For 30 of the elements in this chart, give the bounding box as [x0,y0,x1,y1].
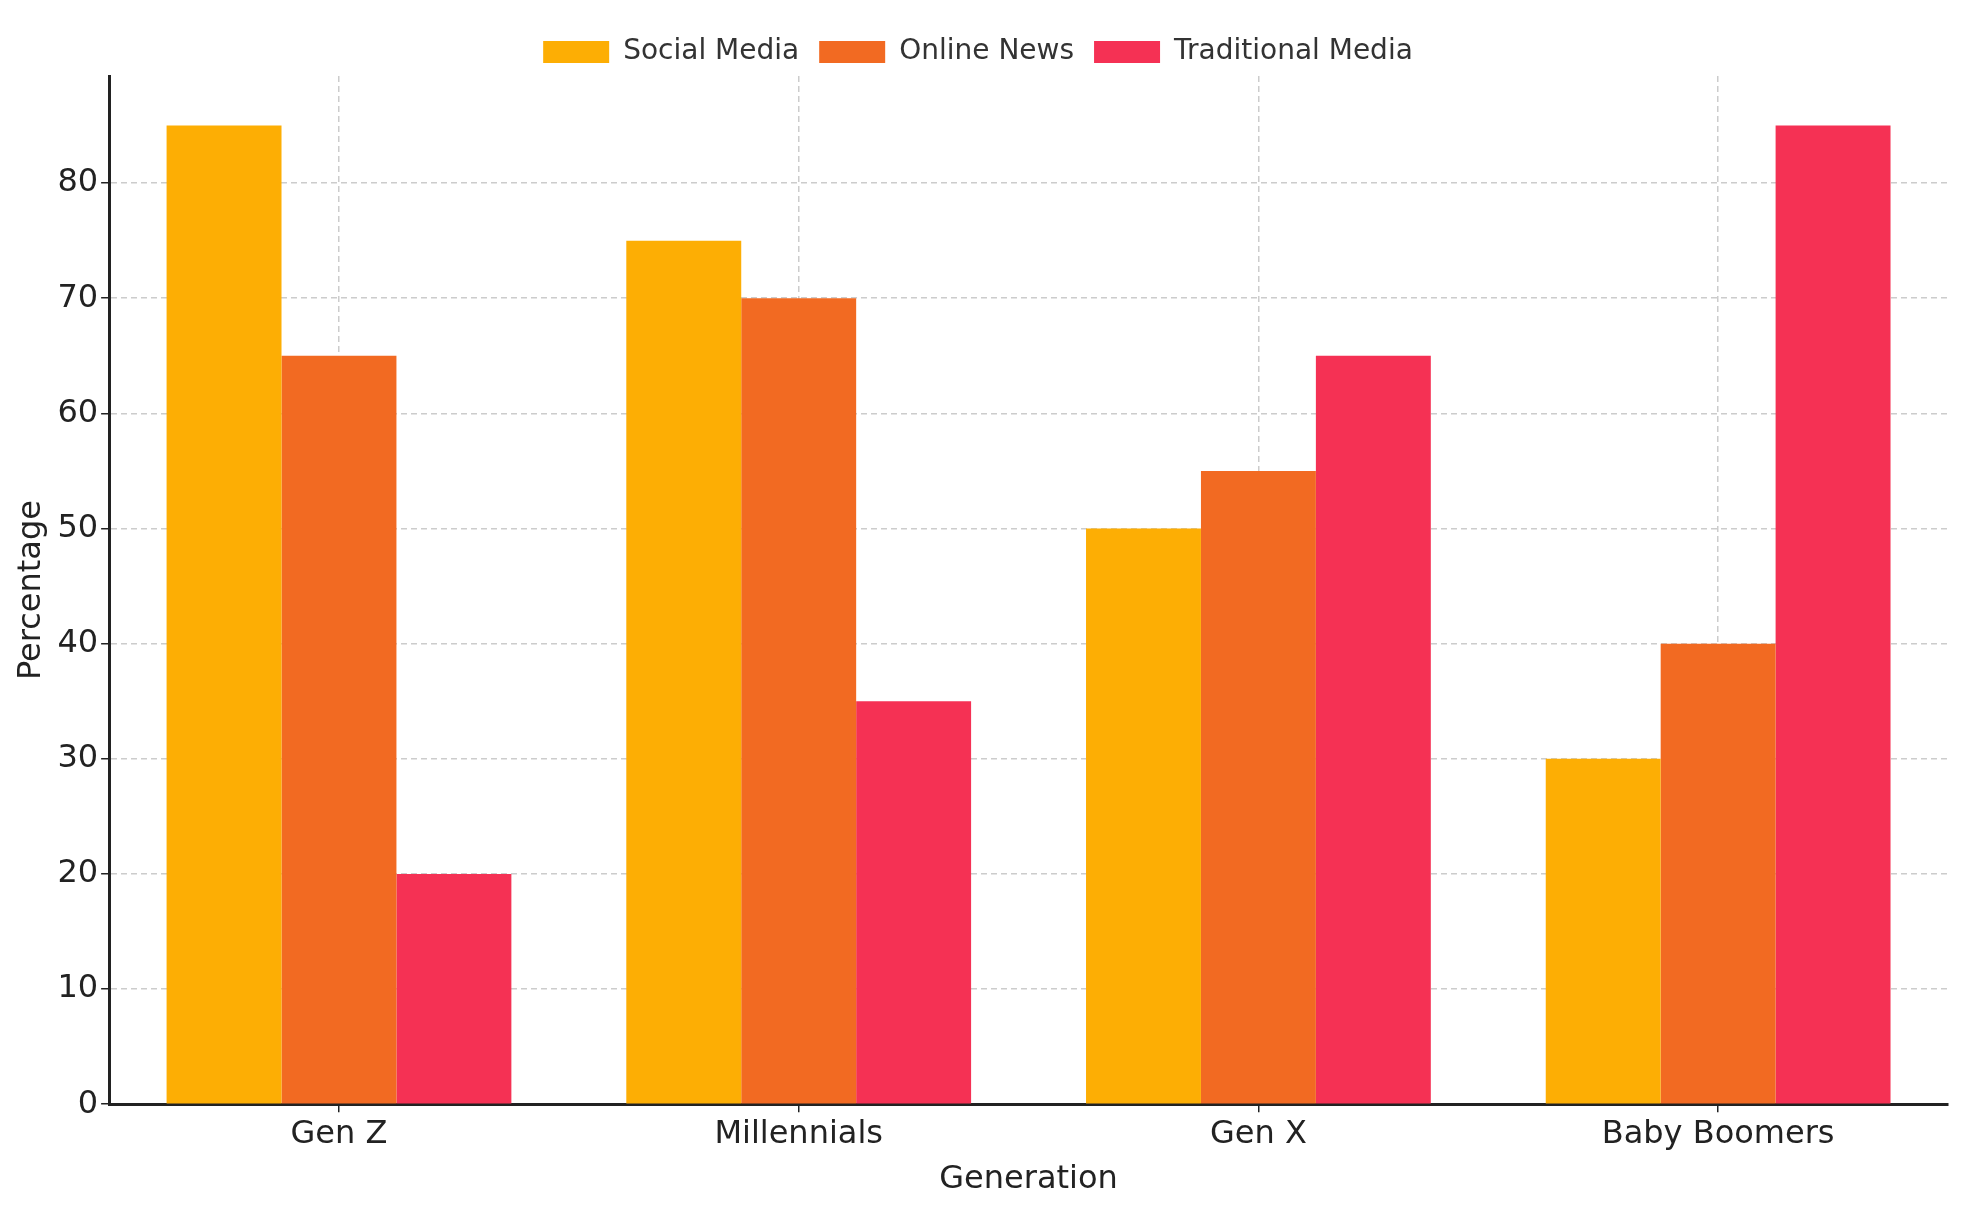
x-tick-label: Gen Z [290,1112,388,1151]
y-tick-label: 10 [57,967,99,1006]
y-tick-label: 50 [57,506,99,545]
bar [1775,125,1891,1104]
y-tick-label: 0 [77,1082,99,1121]
bar [1200,470,1316,1104]
y-tick-label: 40 [57,621,99,660]
bar [166,125,282,1104]
bar [856,701,972,1104]
x-tick-label: Baby Boomers [1601,1112,1835,1151]
bar [1660,643,1776,1104]
y-tick-label: 60 [57,391,99,430]
y-tick-label: 80 [57,161,99,200]
y-tick-label: 30 [57,737,99,776]
bar [396,873,512,1104]
bar [1315,355,1431,1104]
bar [281,355,397,1104]
legend-label: Social Media [623,33,800,67]
legend-label: Traditional Media [1173,33,1413,67]
legend-label: Online News [899,33,1075,67]
bar [741,298,857,1104]
bar [1086,528,1201,1104]
y-tick-label: 20 [57,852,99,891]
x-tick-label: Gen X [1209,1112,1307,1151]
y-axis-title: Percentage [9,500,48,681]
x-axis-title: Generation [939,1158,1118,1197]
x-tick-label: Millennials [714,1112,883,1151]
bar [1545,758,1661,1104]
y-tick-label: 70 [57,276,99,315]
bar [626,240,742,1104]
